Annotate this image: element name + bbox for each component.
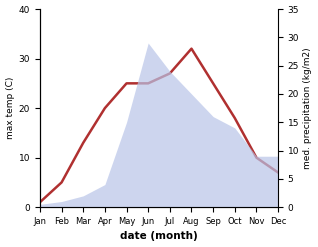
- X-axis label: date (month): date (month): [120, 231, 198, 242]
- Y-axis label: med. precipitation (kg/m2): med. precipitation (kg/m2): [303, 47, 313, 169]
- Y-axis label: max temp (C): max temp (C): [5, 77, 15, 139]
